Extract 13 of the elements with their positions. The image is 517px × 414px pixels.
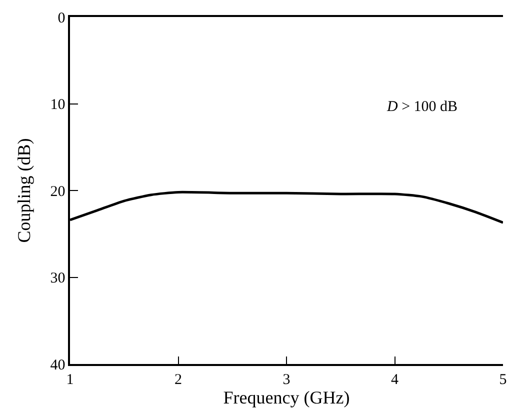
x-tick-label: 3 <box>282 372 290 388</box>
y-tick-label: 30 <box>50 270 66 286</box>
x-tick-label: 4 <box>391 372 399 388</box>
y-tick-label: 20 <box>50 184 66 200</box>
y-tick-label: 10 <box>50 97 66 113</box>
y-axis-title: Coupling (dB) <box>14 138 34 243</box>
x-tick-label: 5 <box>499 372 507 388</box>
x-axis-title: Frequency (GHz) <box>223 388 350 408</box>
y-tick-label: 40 <box>50 357 66 374</box>
y-tick-label: 0 <box>58 10 66 26</box>
annotation: D > 100 dB <box>386 99 458 115</box>
x-tick-label: 1 <box>66 372 74 388</box>
x-tick-label: 2 <box>174 372 182 388</box>
